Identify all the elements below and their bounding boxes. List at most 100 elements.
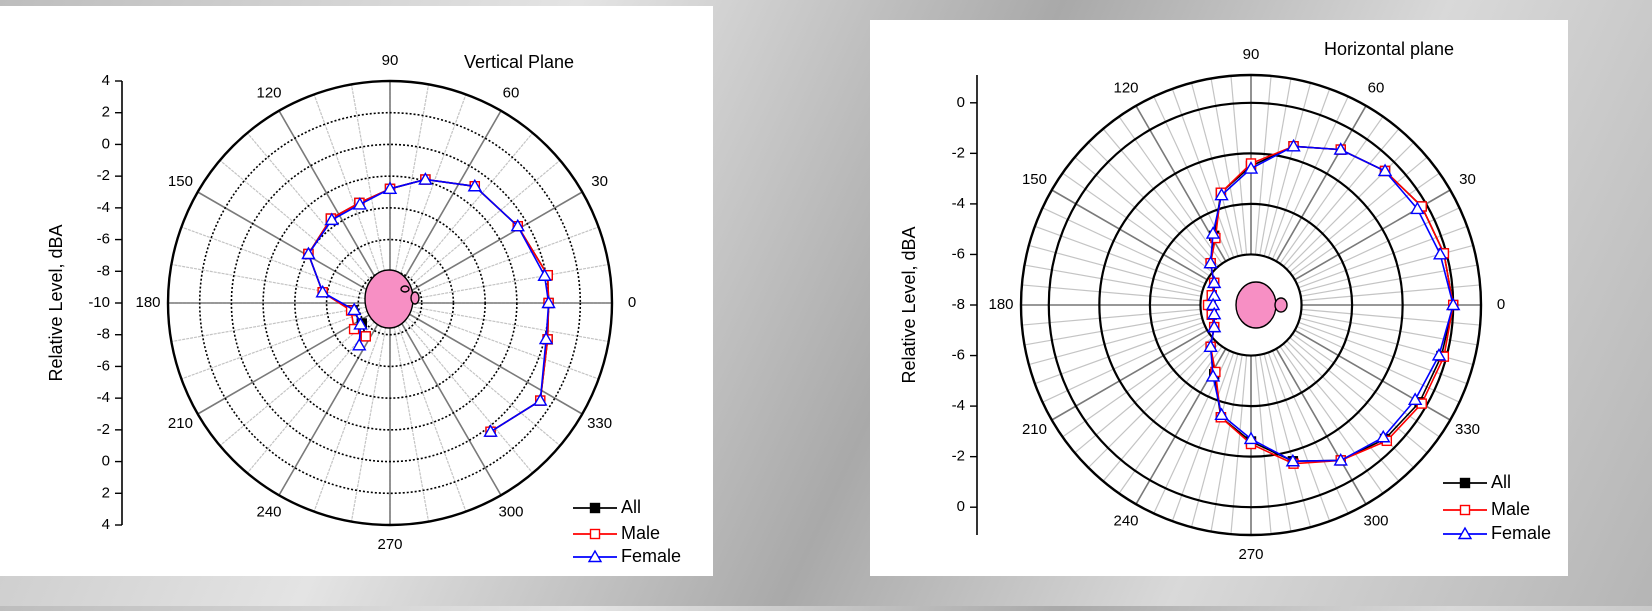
grid-spoke	[278, 302, 391, 496]
minor-spoke	[1042, 325, 1206, 403]
minor-spoke	[1259, 354, 1292, 532]
marker	[1407, 392, 1423, 405]
minor-spoke	[1271, 96, 1349, 260]
minor-spoke	[1042, 207, 1206, 285]
marker	[533, 393, 548, 406]
marker	[1333, 142, 1348, 155]
minor-spoke	[389, 302, 467, 512]
minor-spoke	[1286, 340, 1415, 469]
minor-spoke	[1102, 128, 1219, 267]
marker	[1206, 319, 1222, 333]
radial-tick-label: 2	[102, 104, 110, 121]
minor-spoke	[171, 263, 391, 304]
angle-tick-label: 210	[1022, 421, 1047, 438]
minor-spoke	[1210, 354, 1243, 532]
head-icon	[1274, 297, 1288, 313]
angle-tick-label: 90	[382, 52, 399, 69]
angle-tick-label: 30	[1459, 171, 1476, 188]
minor-spoke	[1034, 321, 1204, 385]
minor-spoke	[246, 132, 391, 304]
minor-spoke	[389, 226, 599, 304]
marker	[353, 317, 368, 330]
outer-circle	[166, 79, 614, 527]
minor-spoke	[1267, 88, 1331, 258]
radial-tick-label: -2	[97, 421, 110, 438]
head-icon	[410, 291, 420, 305]
radial-tick-label: -8	[97, 262, 110, 279]
marker	[1214, 407, 1229, 421]
marker	[1214, 187, 1229, 201]
minor-spoke	[1259, 78, 1292, 256]
angle-tick-label: 330	[587, 415, 612, 432]
radial-tick-label: -4	[97, 199, 110, 216]
minor-spoke	[219, 159, 391, 304]
head-icon	[364, 269, 414, 329]
legend-label: Male	[621, 523, 660, 543]
radial-tick-label: 0	[957, 498, 965, 515]
minor-spoke	[1021, 284, 1201, 302]
marker	[360, 331, 371, 342]
angle-tick-label: 60	[1368, 79, 1385, 96]
minor-spoke	[313, 302, 391, 512]
marker	[418, 172, 433, 185]
minor-spoke	[1267, 352, 1331, 522]
radial-tick-label: -4	[97, 389, 110, 406]
minor-spoke	[1230, 355, 1248, 535]
minor-spoke	[1024, 264, 1202, 297]
legend-label: All	[1491, 472, 1511, 492]
legend-label: All	[621, 497, 641, 517]
radial-tick-label: -6	[97, 357, 110, 374]
radial-tick-label: -4	[952, 195, 965, 212]
legend-marker	[1459, 477, 1471, 489]
minor-spoke	[350, 84, 391, 304]
outer-circle	[1019, 73, 1483, 537]
marker	[1432, 246, 1448, 260]
legend-marker	[589, 502, 601, 514]
grid-spoke	[1275, 348, 1367, 505]
minor-spoke	[1300, 313, 1478, 346]
angle-tick-label: 240	[1113, 512, 1138, 529]
marker	[346, 302, 362, 316]
angle-tick-label: 30	[591, 173, 608, 190]
y-axis-label: Relative Level, dBA	[899, 226, 919, 383]
marker	[1243, 161, 1259, 174]
radial-tick-label: 0	[102, 135, 110, 152]
chart-title: Horizontal plane	[1324, 39, 1454, 59]
angle-tick-label: 0	[1497, 296, 1505, 313]
angle-tick-label: 180	[988, 296, 1013, 313]
marker	[382, 181, 398, 195]
legend-label: Female	[1491, 523, 1551, 543]
legend-marker	[587, 549, 603, 563]
marker	[1410, 201, 1425, 215]
grid-ring	[262, 175, 518, 431]
minor-spoke	[1292, 172, 1440, 277]
marker	[315, 284, 330, 298]
minor-spoke	[1210, 78, 1243, 256]
grid-ring	[294, 207, 486, 399]
minor-spoke	[1118, 346, 1223, 494]
angle-tick-label: 150	[1022, 171, 1047, 188]
angle-tick-label: 150	[168, 173, 193, 190]
grid-spoke	[389, 302, 583, 415]
grid-spoke	[389, 110, 502, 304]
minor-spoke	[1300, 264, 1478, 297]
legend-marker	[1457, 526, 1473, 540]
radial-tick-label: -6	[952, 347, 965, 364]
grid-ring	[1199, 253, 1303, 357]
marker	[1431, 347, 1447, 361]
marker	[1243, 431, 1259, 445]
minor-spoke	[1254, 75, 1272, 255]
grid-ring	[1098, 152, 1404, 458]
marker	[352, 197, 368, 210]
legend-label: Male	[1491, 499, 1530, 519]
minor-spoke	[1024, 313, 1202, 346]
grid-spoke	[197, 191, 391, 304]
marker	[1376, 429, 1391, 443]
minor-spoke	[1021, 308, 1201, 326]
marker	[1333, 452, 1348, 466]
marker	[1285, 453, 1301, 467]
radial-tick-label: -8	[97, 326, 110, 343]
chart-panel	[0, 6, 713, 576]
angle-tick-label: 330	[1455, 421, 1480, 438]
angle-tick-label: 0	[628, 294, 636, 311]
